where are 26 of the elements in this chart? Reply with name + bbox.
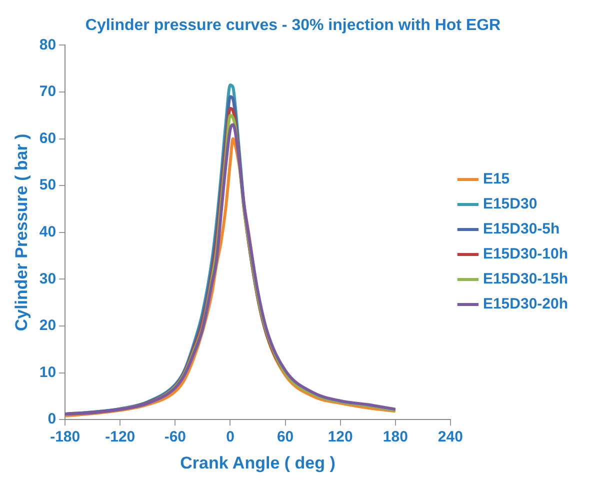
x-tick-label: 180 [382, 428, 408, 446]
y-tick-label: 10 [39, 364, 56, 381]
legend-label: E15D30-10h [482, 246, 568, 263]
x-tick-label: -120 [105, 428, 136, 446]
y-tick-label: 70 [39, 83, 56, 100]
legend-label: E15 [482, 170, 510, 188]
x-tick-label: 240 [438, 428, 463, 446]
y-tick-label: 40 [39, 224, 56, 241]
legend-label: E15D30-20h [482, 296, 568, 313]
legend-label: E15D30 [482, 196, 538, 213]
legend-label: E15D30-5h [482, 220, 560, 238]
x-axis-title: Crank Angle ( deg ) [180, 453, 336, 472]
x-tick-label: -60 [164, 428, 186, 446]
x-tick-label: 120 [328, 428, 353, 446]
x-tick-label: 0 [226, 428, 234, 446]
y-tick-label: 0 [48, 410, 56, 428]
x-tick-label: -180 [50, 428, 80, 446]
y-tick-label: 60 [39, 130, 56, 147]
x-tick-label: 60 [276, 428, 294, 446]
y-tick-label: 50 [39, 176, 56, 194]
y-axis-title: Cylinder Pressure ( bar ) [12, 134, 31, 332]
y-tick-label: 80 [39, 36, 56, 54]
y-tick-label: 30 [39, 270, 56, 288]
chart-title: Cylinder pressure curves - 30% injection with Hot EGR [85, 17, 502, 34]
legend-label: E15D30-15h [482, 270, 568, 288]
y-tick-label: 20 [39, 317, 56, 334]
